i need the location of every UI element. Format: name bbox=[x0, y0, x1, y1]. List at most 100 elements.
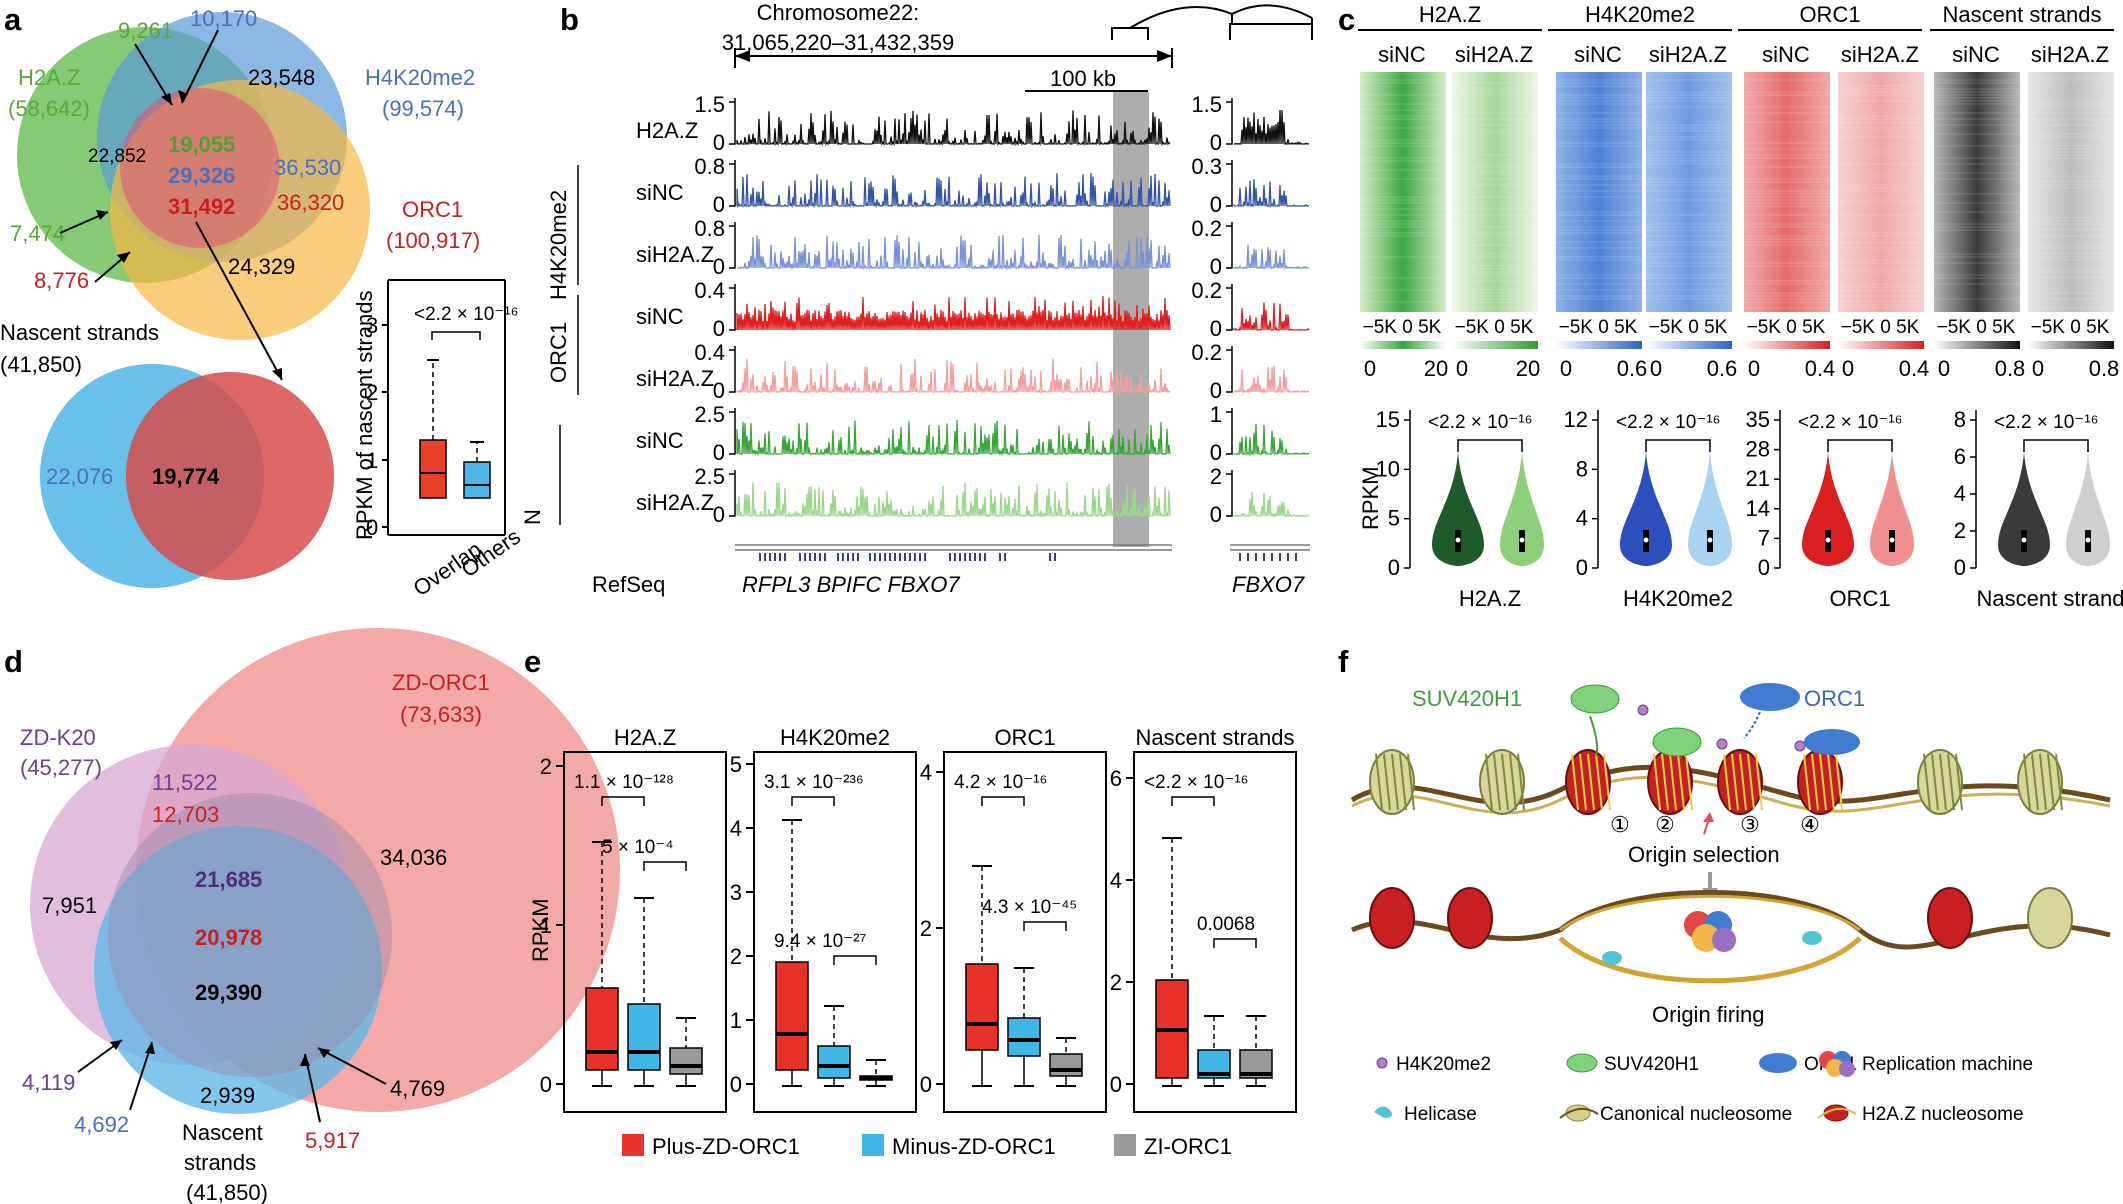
track-ymax: 0.4 bbox=[694, 340, 725, 365]
violin-shape bbox=[1998, 452, 2050, 566]
tick-label: 2 bbox=[540, 754, 552, 779]
group-nascent: N bbox=[520, 509, 545, 525]
track-sample-label: siNC bbox=[636, 180, 684, 205]
count-19055: 19,055 bbox=[168, 132, 235, 157]
heatmap-sub-title: siNC bbox=[1952, 42, 2000, 67]
legend-swatch-minus bbox=[862, 1134, 884, 1156]
refseq-label: RefSeq bbox=[592, 572, 665, 597]
colorbar bbox=[1744, 341, 1830, 349]
violin-pvalue: <2.2 × 10⁻¹⁶ bbox=[1994, 412, 2098, 433]
tick-label: 12 bbox=[1564, 407, 1588, 432]
colorbar-hi: 0.8 bbox=[1995, 356, 2026, 381]
e-title: Nascent strands bbox=[1136, 725, 1295, 750]
count-4119: 4,119 bbox=[22, 1070, 75, 1095]
track-axis-zoom bbox=[1226, 346, 1233, 393]
colorbar-hi: 20 bbox=[1516, 356, 1540, 381]
heatmap-group-title: H2A.Z bbox=[1419, 2, 1481, 27]
violin-shape bbox=[1688, 452, 1732, 566]
nucleosome-wrap bbox=[1811, 753, 1819, 811]
nucleosome-wrap bbox=[2031, 753, 2039, 811]
nucleosome-wrap bbox=[1399, 753, 1407, 811]
colorbar-hi: 20 bbox=[1424, 356, 1448, 381]
colorbar bbox=[2028, 341, 2114, 349]
colorbar-lo: 0 bbox=[2032, 356, 2044, 381]
violin-bracket bbox=[1645, 439, 1711, 452]
track-ymax: 0.4 bbox=[694, 278, 725, 303]
violin-ylabel: RPKM bbox=[1358, 466, 1383, 530]
legend-plus: Plus-ZD-ORC1 bbox=[652, 1134, 800, 1159]
colorbar-lo: 0 bbox=[1560, 356, 1572, 381]
heatmap-sub-title: siNC bbox=[1762, 42, 1810, 67]
replication-machine bbox=[1692, 924, 1720, 952]
heatmap-sub-title: siH2A.Z bbox=[1649, 42, 1727, 67]
tick-label: 1 bbox=[366, 448, 378, 473]
colorbar-lo: 0 bbox=[1842, 356, 1854, 381]
heatmap-group-title: Nascent strands bbox=[1943, 2, 2102, 27]
panel-d: d ZD-K20 (45,277) ZD-ORC1 (73,633) 11,52… bbox=[4, 628, 620, 1204]
track-ymax-zoom: 0.2 bbox=[1191, 278, 1222, 303]
count-29390: 29,390 bbox=[195, 980, 262, 1005]
nucleosome-wrap bbox=[1661, 753, 1669, 811]
heatmap-sub-title: siNC bbox=[1574, 42, 1622, 67]
box-others bbox=[463, 461, 491, 499]
track-axis bbox=[729, 470, 736, 517]
e-pvalue-1: 3.1 × 10⁻²³⁶ bbox=[764, 772, 864, 793]
legend-h4k20me2: H4K20me2 bbox=[1396, 1054, 1491, 1075]
h2az-nucleosome-icon bbox=[1817, 1104, 1857, 1122]
track-axis-zoom bbox=[1226, 470, 1233, 517]
track-ymax: 0.8 bbox=[694, 216, 725, 241]
heatmap-group-title: ORC1 bbox=[1799, 2, 1860, 27]
nucleosome-wrap bbox=[1923, 753, 1931, 811]
track-ymax: 0.8 bbox=[694, 154, 725, 179]
nucleosome-wrap bbox=[1723, 753, 1731, 811]
count-4692: 4,692 bbox=[74, 1112, 129, 1137]
panel-b: b Chromosome22: 31,065,220–31,432,359 10… bbox=[520, 0, 1313, 597]
track-axis-zoom bbox=[1226, 160, 1233, 207]
track-ymax: 2.5 bbox=[694, 464, 725, 489]
violin-shape bbox=[1500, 452, 1544, 566]
track-signal-zoom bbox=[1233, 302, 1310, 332]
track-axis bbox=[729, 346, 736, 393]
tick-label: 0 bbox=[920, 1072, 932, 1097]
nucleosome-wrap bbox=[1685, 753, 1693, 811]
heatmap-group-title: H4K20me2 bbox=[1585, 2, 1695, 27]
violin-pvalue: <2.2 × 10⁻¹⁶ bbox=[1428, 412, 1532, 433]
heatmap-axis: −5K 0 5K bbox=[1747, 317, 1826, 338]
count-orc1: (100,917) bbox=[386, 228, 480, 253]
helicase bbox=[1802, 931, 1822, 945]
track-sample-label: siH2A.Z bbox=[636, 242, 714, 267]
violin-name: H2A.Z bbox=[1459, 586, 1521, 611]
label-origin-selection: Origin selection bbox=[1628, 842, 1780, 867]
heatmap bbox=[1452, 72, 1538, 312]
tick-label: 0 bbox=[1576, 555, 1588, 580]
colorbar-lo: 0 bbox=[1938, 356, 1950, 381]
heatmap bbox=[1838, 72, 1924, 312]
heatmap-sub-title: siH2A.Z bbox=[1455, 42, 1533, 67]
colorbar bbox=[1934, 341, 2020, 349]
violin-name: Nascent strands bbox=[1977, 586, 2123, 611]
tick-label: 2 bbox=[366, 380, 378, 405]
label-orc1: ORC1 bbox=[402, 197, 463, 222]
tick-label: 3 bbox=[366, 313, 378, 338]
e-legend: Plus-ZD-ORC1 Minus-ZD-ORC1 ZI-ORC1 bbox=[622, 1134, 1232, 1159]
step-number: ④ bbox=[1800, 812, 1820, 837]
nucleosome-wrap bbox=[1603, 753, 1611, 811]
tick-label: 0 bbox=[730, 1072, 742, 1097]
label-zd-orc1: ZD-ORC1 bbox=[392, 670, 490, 695]
violin-median bbox=[2085, 537, 2091, 543]
track-signal-zoom bbox=[1233, 491, 1310, 518]
violin-pvalue: <2.2 × 10⁻¹⁶ bbox=[1798, 412, 1902, 433]
tick-label: 4 bbox=[1954, 481, 1966, 506]
colorbar bbox=[1646, 341, 1732, 349]
suv420h1-bound bbox=[1652, 727, 1702, 757]
tick-label: 35 bbox=[1746, 407, 1770, 432]
nucleosome-wrap bbox=[1383, 753, 1391, 811]
group-orc1: ORC1 bbox=[546, 322, 571, 383]
nucleosome-wrap bbox=[1669, 753, 1677, 811]
track-ymax-zoom: 1.5 bbox=[1191, 92, 1222, 117]
e-box bbox=[585, 987, 619, 1071]
e-bracket-2 bbox=[833, 955, 877, 965]
track-zero-zoom: 0 bbox=[1210, 378, 1222, 403]
tick-label: 6 bbox=[1110, 766, 1122, 791]
